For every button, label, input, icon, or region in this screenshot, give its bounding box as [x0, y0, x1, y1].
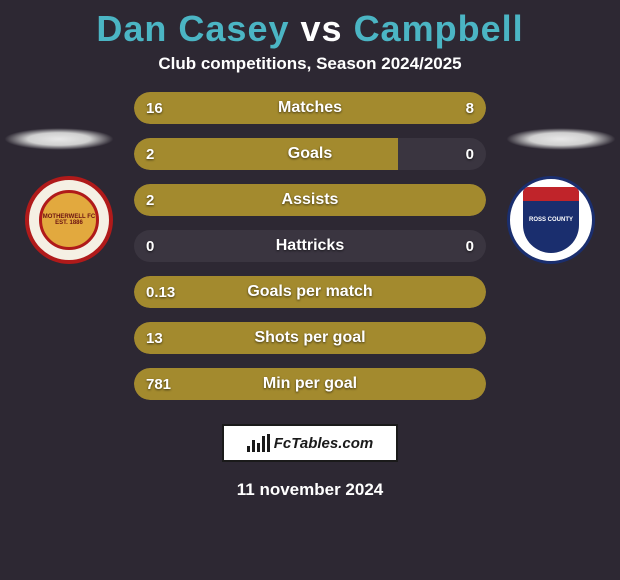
player1-name: Dan Casey	[96, 8, 289, 49]
stat-value-left: 0	[146, 230, 154, 262]
stat-fill-left	[134, 322, 486, 354]
stat-row: 781Min per goal	[134, 368, 486, 400]
shadow-ellipse-left	[4, 128, 114, 150]
logo-bars-icon	[247, 434, 270, 452]
stat-row: 20Goals	[134, 138, 486, 170]
stat-row: 0 0Hattricks	[134, 230, 486, 262]
date-text: 11 november 2024	[0, 480, 620, 500]
comparison-title: Dan Casey vs Campbell	[0, 0, 620, 50]
player2-name: Campbell	[354, 8, 524, 49]
stat-fill-left	[134, 138, 398, 170]
crest-left-sub: EST. 1886	[55, 220, 83, 226]
stat-fill-left	[134, 184, 486, 216]
fctables-logo: FcTables.com	[222, 424, 398, 462]
stat-row: 0.13Goals per match	[134, 276, 486, 308]
stat-value-right: 0	[466, 138, 474, 170]
vs-text: vs	[301, 8, 354, 49]
stat-row: 2Assists	[134, 184, 486, 216]
crest-right-topband	[523, 187, 579, 201]
crest-right-shield: ROSS COUNTY	[523, 187, 579, 253]
stat-fill-left	[134, 92, 416, 124]
stat-row: 168Matches	[134, 92, 486, 124]
crest-right-label: ROSS COUNTY	[527, 217, 575, 223]
club-crest-left: MOTHERWELL FC EST. 1886	[25, 176, 113, 264]
stats-container: 168Matches20Goals2Assists00Hattricks0.13…	[134, 92, 486, 400]
shadow-ellipse-right	[506, 128, 616, 150]
stat-row: 13Shots per goal	[134, 322, 486, 354]
subtitle: Club competitions, Season 2024/2025	[0, 54, 620, 74]
club-crest-right: ROSS COUNTY	[507, 176, 595, 264]
stat-label: Hattricks	[134, 230, 486, 262]
stat-fill-left	[134, 276, 486, 308]
crest-left-inner: MOTHERWELL FC EST. 1886	[39, 190, 99, 250]
stat-fill-left	[134, 368, 486, 400]
stat-fill-right	[416, 92, 486, 124]
stat-value-right: 0	[466, 230, 474, 262]
logo-text: FcTables.com	[274, 435, 373, 452]
